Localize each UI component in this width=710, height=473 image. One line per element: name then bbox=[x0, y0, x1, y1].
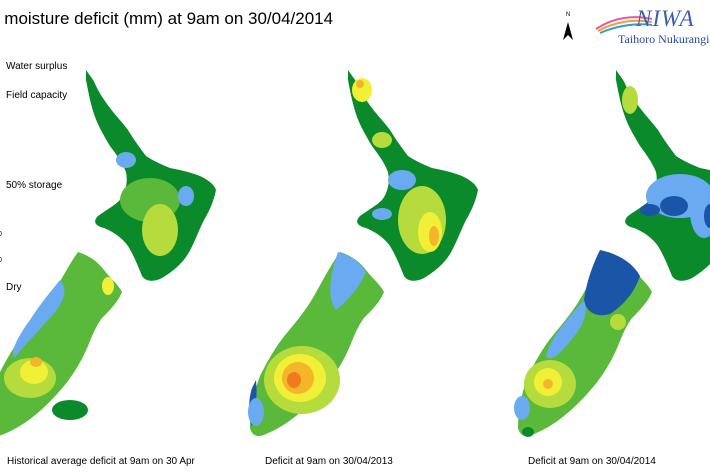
niwa-logo: NIWA Taihoro Nukurangi bbox=[594, 5, 710, 46]
logo-subtitle: Taihoro Nukurangi bbox=[618, 32, 710, 46]
logo-name: NIWA bbox=[636, 6, 695, 31]
legend-dry: Dry bbox=[6, 282, 22, 293]
north-arrow-icon: N bbox=[563, 12, 573, 40]
caption-2014: Deficit at 9am on 30/04/2014 bbox=[528, 456, 656, 467]
map-2013 bbox=[248, 70, 478, 436]
legend-tick-b: 0 bbox=[0, 257, 2, 264]
niwa-swoosh-icon bbox=[595, 16, 653, 34]
legend-field-capacity: Field capacity bbox=[6, 90, 68, 101]
caption-historical: Historical average deficit at 9am on 30 … bbox=[7, 456, 195, 467]
legend-water-surplus: Water surplus bbox=[6, 61, 68, 72]
north-label: N bbox=[566, 12, 570, 18]
caption-2013: Deficit at 9am on 30/04/2013 bbox=[265, 456, 393, 467]
map-2014 bbox=[514, 70, 710, 437]
map-title: il moisture deficit (mm) at 9am on 30/04… bbox=[0, 9, 334, 28]
legend-tick-a: 0 bbox=[0, 231, 2, 238]
legend-50-storage: 50% storage bbox=[6, 180, 63, 191]
map-historical bbox=[0, 70, 216, 436]
